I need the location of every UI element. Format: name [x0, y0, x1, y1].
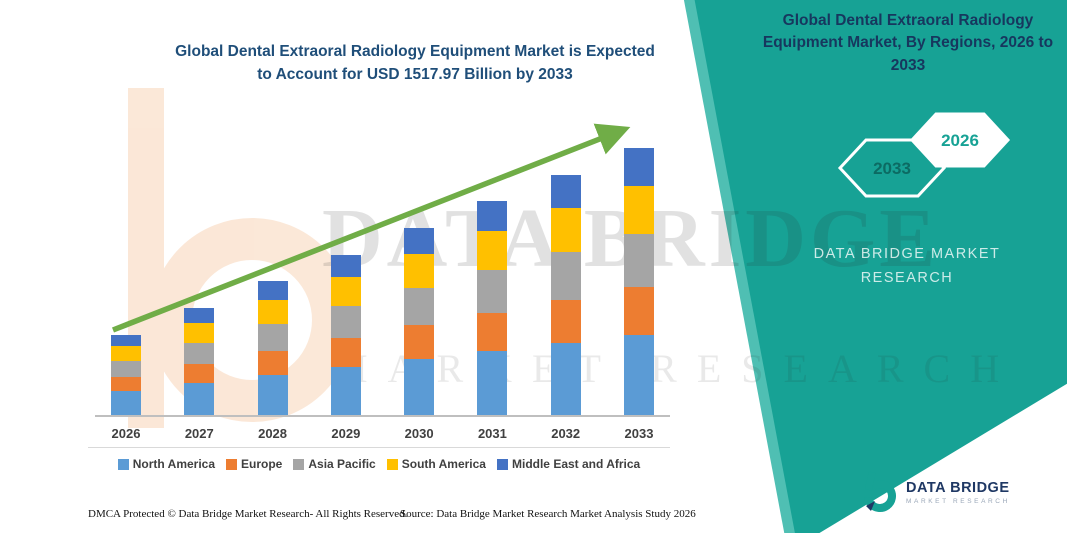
- bar-segment-north-america: [477, 351, 508, 415]
- panel-brand-text: DATA BRIDGE MARKET RESEARCH: [813, 246, 1001, 286]
- bar-segment-north-america: [257, 374, 288, 415]
- bar-segment-south-america: [184, 323, 215, 343]
- legend-label: Middle East and Africa: [511, 457, 641, 471]
- footer-source: Source: Data Bridge Market Research Mark…: [400, 508, 696, 520]
- legend-marker: [496, 458, 508, 470]
- legend-item-north-america: North America: [117, 457, 216, 471]
- bar-segment-asia-pacific: [623, 233, 654, 287]
- bar-segment-north-america: [184, 383, 215, 415]
- legend-marker: [226, 458, 238, 470]
- company-logo-icon: [864, 471, 896, 512]
- bar-segment-north-america: [623, 335, 654, 415]
- bar-segment-asia-pacific: [550, 251, 581, 300]
- bar-segment-south-america: [477, 231, 508, 270]
- bar-column-2026: 2026: [111, 335, 141, 441]
- legend-label: Europe: [241, 457, 283, 471]
- chart-title-line2: to Account for USD 1517.97 Billion by 20…: [257, 66, 573, 84]
- bar-segment-middle-east-and-africa: [257, 281, 288, 301]
- bar-segment-europe: [111, 376, 141, 392]
- bar-column-2029: 2029: [330, 254, 361, 441]
- legend-marker: [117, 458, 129, 470]
- company-logo: DATA BRIDGE MARKET RESEARCH: [858, 470, 1010, 514]
- footer-dmca: DMCA Protected © Data Bridge Market Rese…: [88, 508, 408, 520]
- legend-marker: [386, 458, 398, 470]
- bar-segment-north-america: [330, 367, 361, 415]
- legend-item-asia-pacific: Asia Pacific: [293, 457, 376, 471]
- bar-segment-middle-east-and-africa: [404, 228, 435, 255]
- bars-container: 2026 2027 2028 2029 2030 2031 2032 2033: [95, 118, 670, 441]
- bar-segment-middle-east-and-africa: [330, 254, 361, 278]
- bar-segment-europe: [330, 338, 361, 367]
- x-axis-label: 2028: [258, 426, 288, 441]
- bar-segment-asia-pacific: [257, 324, 288, 351]
- bar-segment-south-america: [330, 277, 361, 307]
- bar-segment-north-america: [550, 342, 581, 415]
- bar-column-2027: 2027: [184, 308, 215, 441]
- bar-segment-south-america: [111, 346, 141, 361]
- x-axis-label: 2027: [184, 426, 214, 441]
- company-logo-text: DATA BRIDGE MARKET RESEARCH: [906, 480, 1010, 505]
- bar-segment-south-america: [257, 300, 288, 325]
- year-hexagons: 2033 2026: [837, 112, 1011, 198]
- bar-segment-middle-east-and-africa: [184, 308, 215, 324]
- bar-column-2030: 2030: [404, 228, 435, 441]
- bar-segment-europe: [404, 325, 435, 359]
- chart-title: Global Dental Extraoral Radiology Equipm…: [120, 40, 710, 87]
- bar-segment-europe: [257, 350, 288, 375]
- legend-label: South America: [401, 457, 486, 471]
- hexagon-2026-label: 2026: [941, 131, 979, 150]
- bar-segment-north-america: [404, 358, 435, 415]
- hexagon-2026: [909, 112, 1011, 168]
- chart-title-line1: Global Dental Extraoral Radiology Equipm…: [175, 43, 655, 60]
- bar-segment-asia-pacific: [330, 306, 361, 339]
- legend-item-europe: Europe: [226, 457, 282, 471]
- x-axis-label: 2026: [111, 426, 141, 441]
- hexagon-2033-label: 2033: [873, 159, 911, 178]
- x-axis-label: 2029: [331, 426, 361, 441]
- legend-label: North America: [132, 457, 216, 471]
- bar-segment-europe: [623, 287, 654, 335]
- bar-segment-europe: [184, 363, 215, 383]
- legend-label: Asia Pacific: [308, 457, 376, 471]
- bar-segment-south-america: [550, 208, 581, 252]
- x-axis-label: 2031: [477, 426, 507, 441]
- bar-segment-north-america: [111, 391, 141, 415]
- company-logo-subtitle: MARKET RESEARCH: [906, 497, 1010, 505]
- bar-segment-south-america: [623, 185, 654, 234]
- bar-column-2028: 2028: [257, 281, 288, 441]
- x-axis-label: 2030: [404, 426, 434, 441]
- bar-column-2033: 2033: [623, 148, 654, 441]
- bar-segment-middle-east-and-africa: [477, 201, 508, 232]
- bar-segment-europe: [550, 299, 581, 343]
- chart-legend: North America Europe Asia Pacific South Ame…: [88, 447, 670, 471]
- panel-title: Global Dental Extraoral Radiology Equipm…: [762, 12, 1054, 74]
- company-logo-title: DATA BRIDGE: [906, 479, 1010, 496]
- bar-segment-middle-east-and-africa: [111, 335, 141, 347]
- plot-area: 2026 2027 2028 2029 2030 2031 2032 2033: [95, 118, 670, 441]
- x-axis-label: 2033: [624, 426, 654, 441]
- bar-segment-asia-pacific: [111, 360, 141, 377]
- trend-arrow: [111, 123, 631, 333]
- legend-item-middle-east-and-africa: Middle East and Africa: [496, 457, 641, 471]
- bar-segment-asia-pacific: [184, 342, 215, 364]
- bar-column-2031: 2031: [477, 201, 508, 441]
- bar-segment-asia-pacific: [477, 269, 508, 313]
- bar-column-2032: 2032: [550, 174, 581, 441]
- legend-marker: [293, 458, 305, 470]
- bar-segment-middle-east-and-africa: [550, 174, 581, 209]
- bar-segment-asia-pacific: [404, 287, 435, 326]
- x-axis-label: 2032: [551, 426, 581, 441]
- bar-segment-south-america: [404, 254, 435, 288]
- bar-segment-europe: [477, 312, 508, 351]
- legend-item-south-america: South America: [386, 457, 486, 471]
